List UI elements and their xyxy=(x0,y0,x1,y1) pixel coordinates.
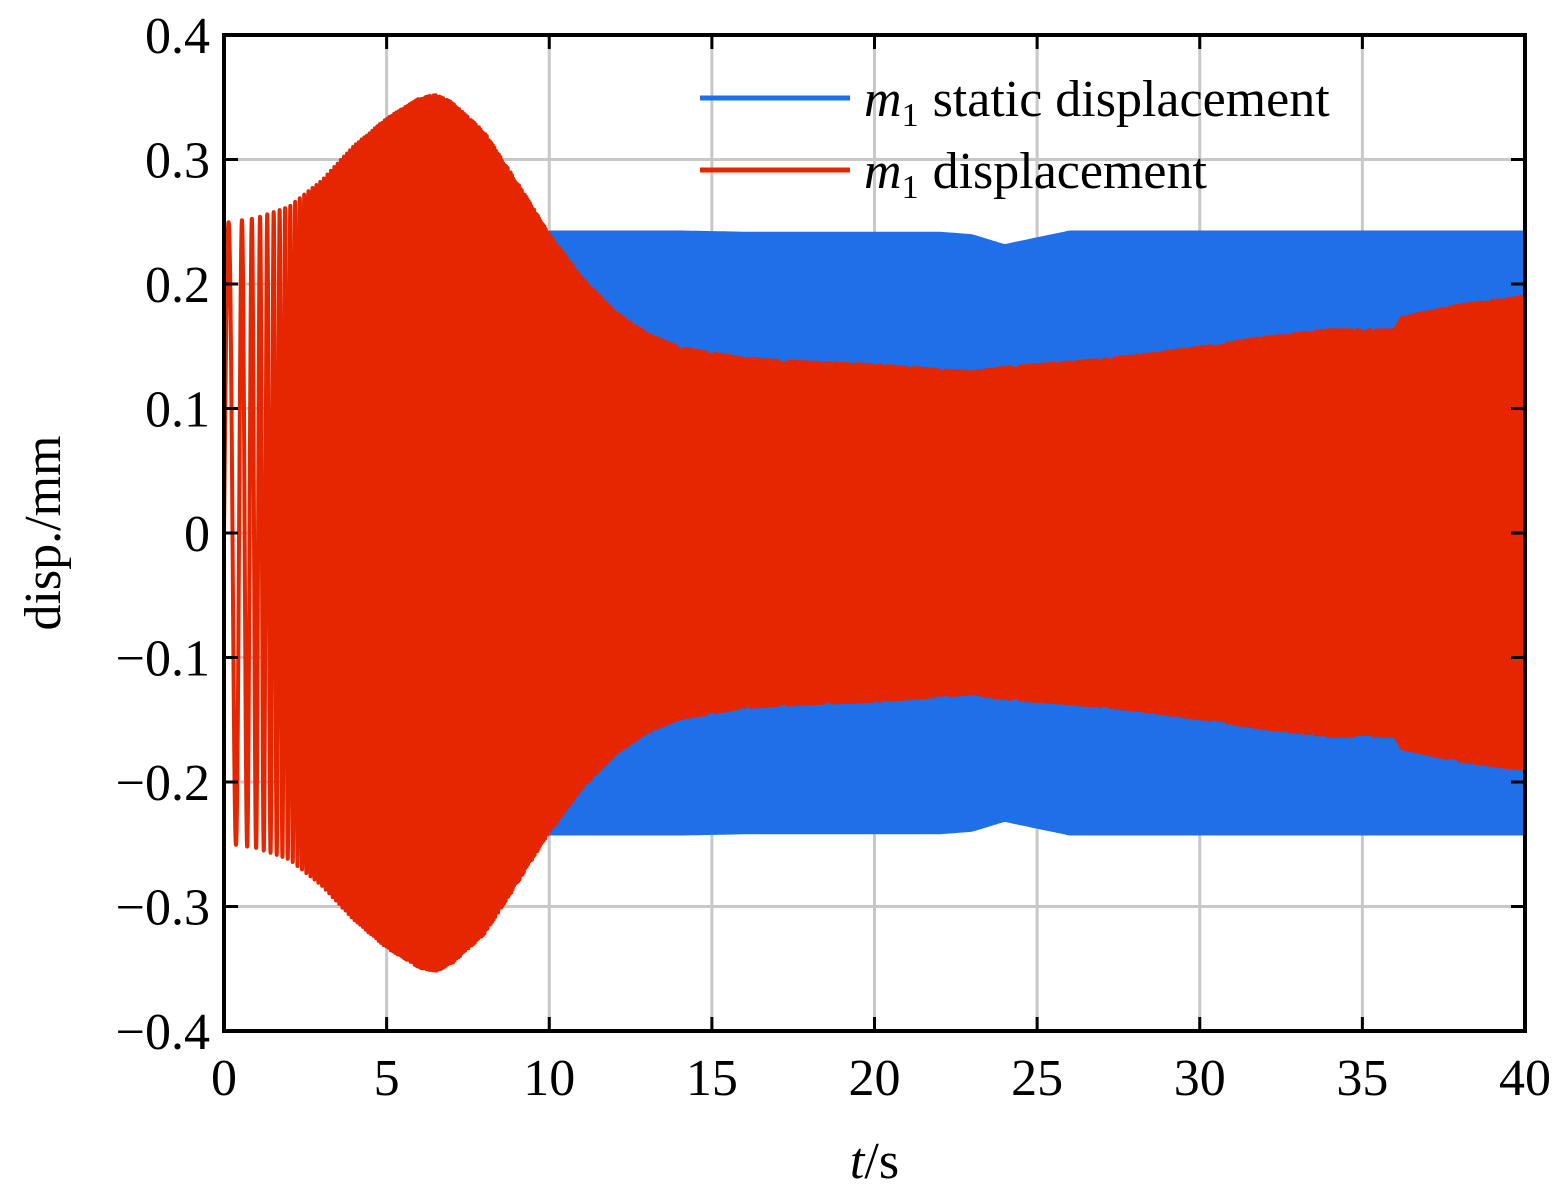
y-axis-label: disp./mm xyxy=(15,435,72,630)
x-tick-label: 5 xyxy=(374,1050,400,1107)
legend-label: m1 static displacement xyxy=(864,71,1330,134)
legend-mass-symbol: m xyxy=(864,71,902,128)
x-tick-label: 30 xyxy=(1174,1050,1226,1107)
legend-series-name: static displacement xyxy=(933,71,1331,128)
y-tick-label: −0.4 xyxy=(116,1004,210,1061)
series-layer xyxy=(224,93,1525,973)
x-tick-label: 15 xyxy=(686,1050,738,1107)
legend-mass-subscript: 1 xyxy=(902,169,919,206)
y-tick-label: 0.1 xyxy=(145,382,210,439)
series-displacement-band xyxy=(370,95,1525,971)
x-tick-label: 40 xyxy=(1499,1050,1551,1107)
legend-mass-symbol: m xyxy=(864,143,902,200)
y-tick-label: −0.2 xyxy=(116,755,210,812)
legend-label: m1 displacement xyxy=(864,143,1207,206)
x-tick-label: 35 xyxy=(1336,1050,1388,1107)
x-axis-label: t/s xyxy=(850,1133,899,1190)
x-axis-label-variable: t xyxy=(850,1133,866,1190)
y-tick-label: 0 xyxy=(184,506,210,563)
y-tick-label: −0.1 xyxy=(116,631,210,688)
y-tick-label: 0.3 xyxy=(145,133,210,190)
legend-series-name: displacement xyxy=(933,143,1208,200)
x-tick-label: 20 xyxy=(849,1050,901,1107)
y-tick-label: 0.2 xyxy=(145,257,210,314)
legend-entry: m1 displacement xyxy=(700,143,1207,206)
x-tick-label: 25 xyxy=(1011,1050,1063,1107)
y-tick-label: 0.4 xyxy=(145,8,210,65)
legend-mass-subscript: 1 xyxy=(902,97,919,134)
y-tick-label: −0.3 xyxy=(116,880,210,937)
x-axis-label-unit: /s xyxy=(864,1133,899,1190)
x-tick-label: 10 xyxy=(523,1050,575,1107)
legend-entry: m1 static displacement xyxy=(700,71,1330,134)
x-tick-label: 0 xyxy=(211,1050,237,1107)
ticks: 0 5 10 15 20 25 30 35 40 −0.4 −0.3 −0.2 −0.1 0 0.1 0.2 0… xyxy=(116,8,1551,1107)
